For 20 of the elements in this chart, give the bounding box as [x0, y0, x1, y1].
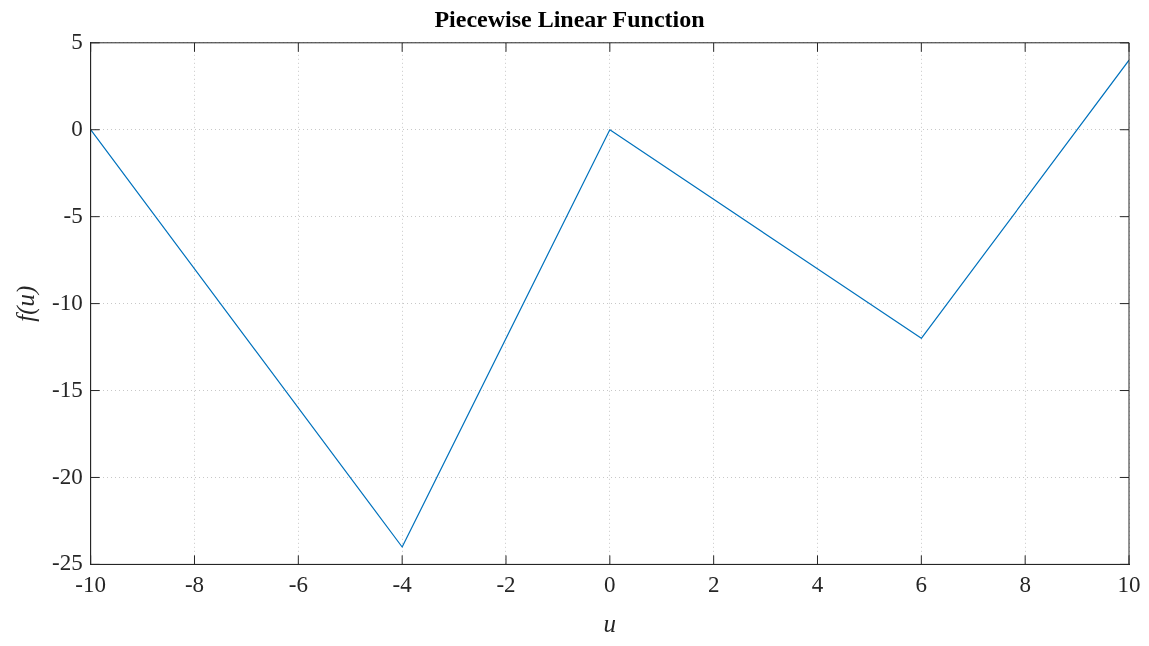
y-tick-label: -5 [63, 202, 83, 228]
x-tick-label: -4 [392, 572, 413, 598]
x-tick-label: -6 [288, 572, 308, 598]
x-tick-label: 4 [811, 572, 824, 598]
x-tick-label: 6 [915, 572, 928, 598]
y-axis-title: f(u) [11, 285, 40, 322]
x-axis-title: u [603, 609, 617, 637]
x-tick-label: 2 [707, 572, 720, 598]
y-tick-label: -25 [51, 550, 83, 576]
y-tick-label: 0 [71, 115, 83, 141]
y-tick-label: -10 [51, 289, 83, 315]
chart-title: Piecewise Linear Function [434, 5, 705, 32]
x-tick-label: 8 [1019, 572, 1031, 598]
x-tick-label: -2 [496, 572, 516, 598]
y-tick-label: -20 [51, 463, 83, 489]
y-tick-label: 5 [71, 28, 83, 54]
y-tick-label: -15 [51, 376, 83, 402]
x-tick-label: -8 [184, 572, 205, 598]
x-tick-label: 10 [1117, 572, 1141, 598]
x-tick-label: 0 [604, 572, 616, 598]
